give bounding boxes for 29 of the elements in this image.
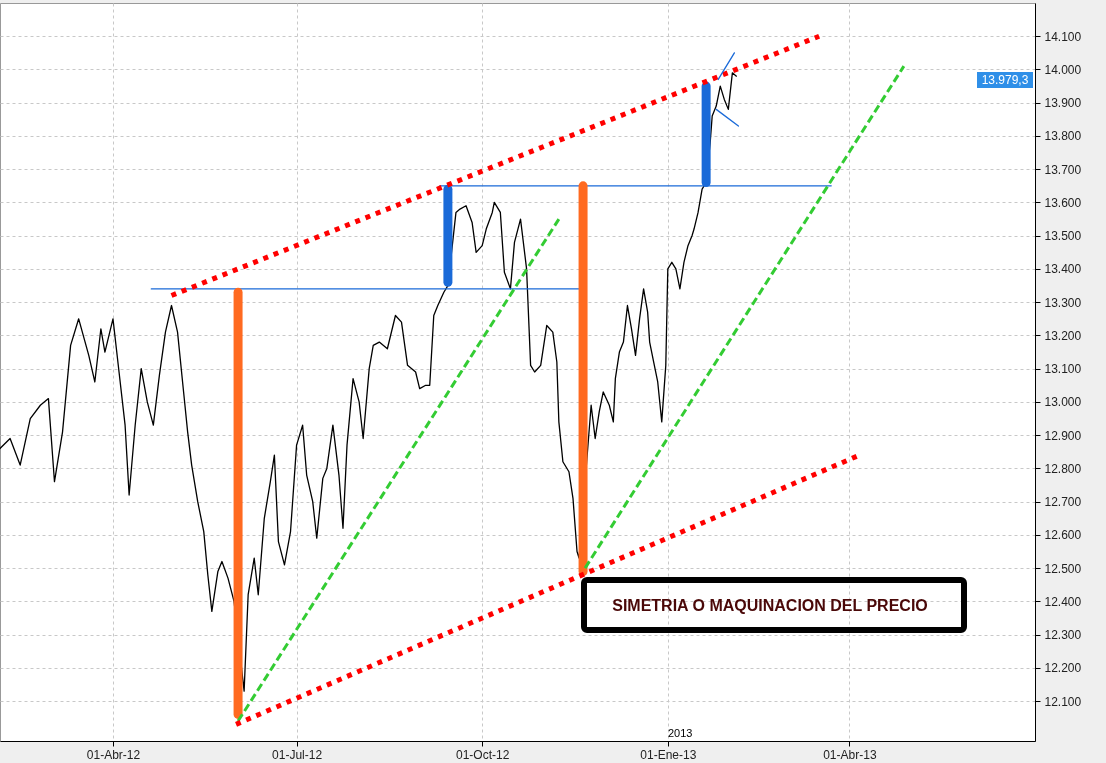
y-tick-label: 12.500	[1044, 561, 1082, 576]
x-tick-label: 01-Oct-12	[456, 747, 510, 762]
y-tick-label: 13.400	[1044, 262, 1082, 277]
y-tick-label: 12.700	[1044, 495, 1082, 510]
y-tick-label: 14.000	[1044, 62, 1082, 77]
y-tick-label: 12.600	[1044, 528, 1082, 543]
y-tick-label: 13.300	[1044, 295, 1082, 310]
y-tick-label: 13.000	[1044, 395, 1082, 410]
annotation: SIMETRIA O MAQUINACION DEL PRECIO	[612, 597, 928, 614]
y-tick-label: 12.100	[1044, 694, 1082, 709]
y-tick-label: 13.800	[1044, 129, 1082, 144]
y-tick-label: 13.500	[1044, 229, 1082, 244]
annotation: 2013	[668, 727, 693, 739]
y-tick-label: 12.800	[1044, 461, 1082, 476]
y-tick-label: 12.300	[1044, 628, 1082, 643]
y-tick-label: 14.100	[1044, 29, 1082, 44]
y-tick-label: 13.200	[1044, 328, 1082, 343]
x-tick-label: 01-Jul-12	[272, 747, 323, 762]
y-tick-label: 13.600	[1044, 195, 1082, 210]
y-tick-label: 12.200	[1044, 661, 1082, 676]
y-tick-label: 13.100	[1044, 362, 1082, 377]
y-tick-label: 12.900	[1044, 428, 1082, 443]
y-tick-label: 13.900	[1044, 96, 1082, 111]
x-tick-label: 01-Abr-12	[86, 747, 141, 762]
annotation: 13.979,3	[981, 73, 1029, 87]
x-tick-label: 01-Abr-13	[823, 747, 877, 762]
y-tick-label: 13.700	[1044, 162, 1082, 177]
x-tick-label: 01-Ene-13	[640, 747, 697, 762]
y-tick-label: 12.400	[1044, 594, 1082, 609]
